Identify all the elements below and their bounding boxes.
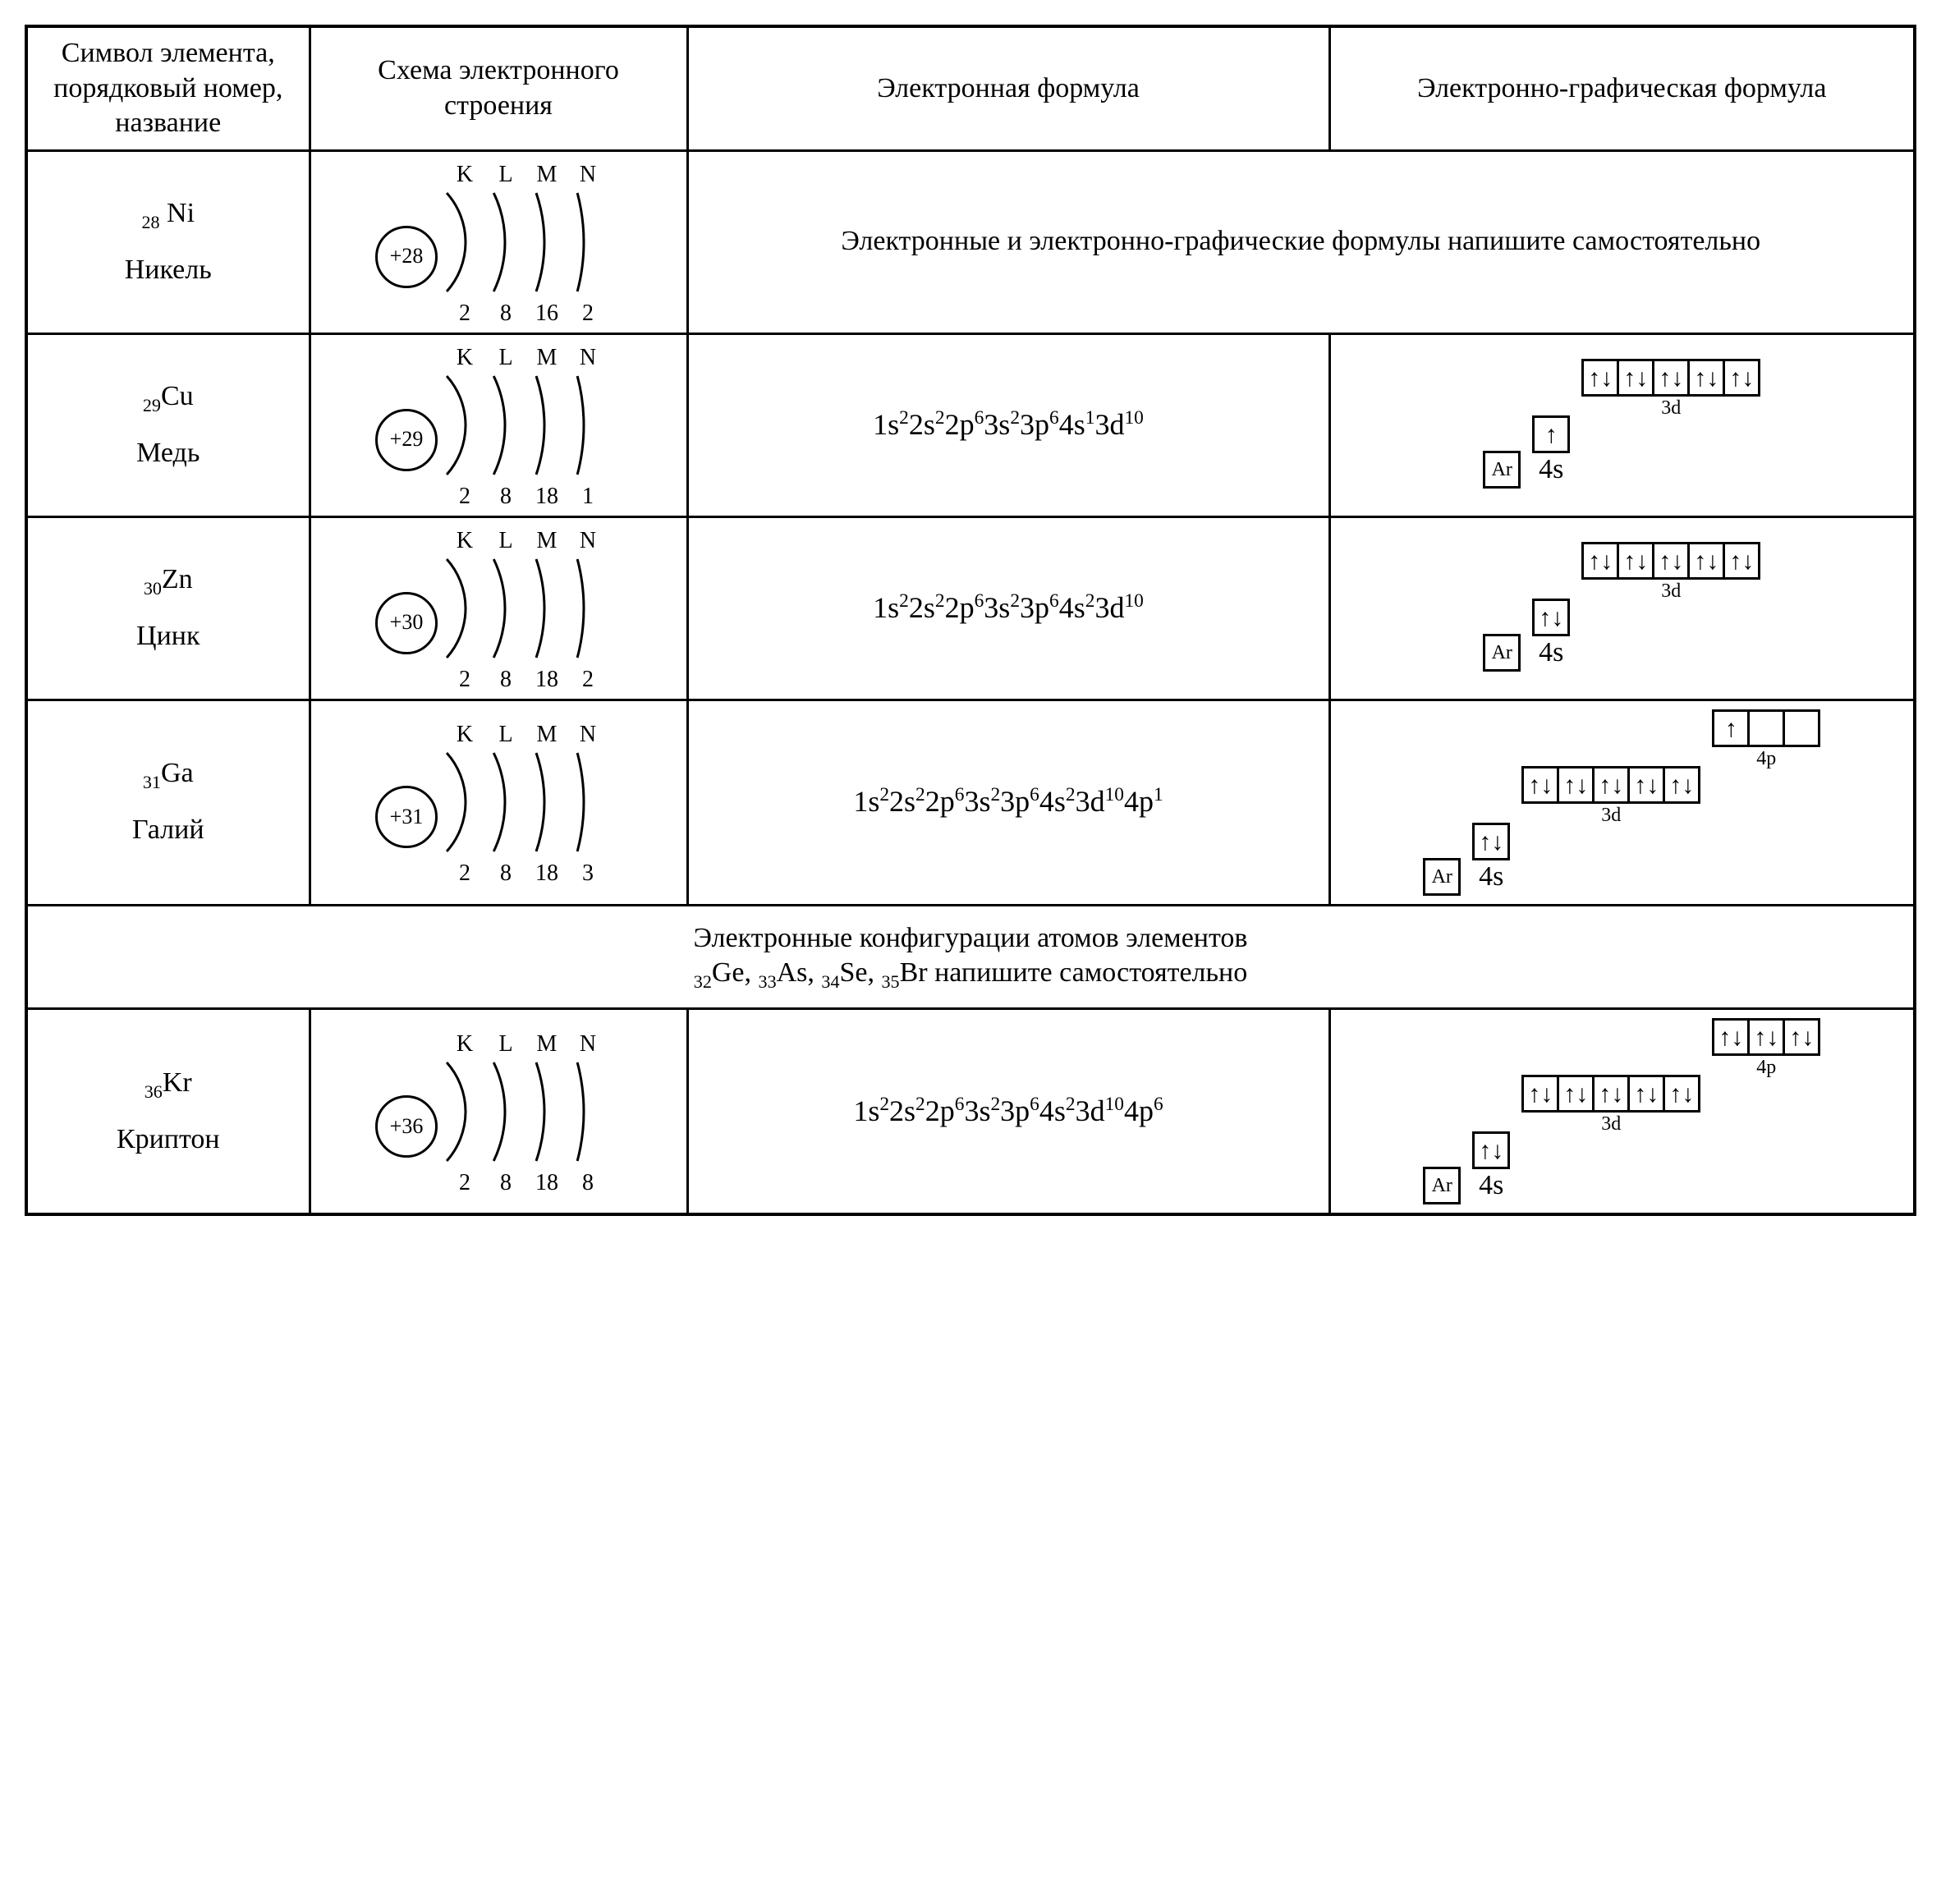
cell-formula-cu: 1s22s22p63s23p64s13d10: [687, 333, 1329, 516]
shell-diagram-zn: +30KLMN28182: [375, 526, 622, 690]
orbital-diagram-cu: ↑↓↑↓↑↓↑↓↑↓3d↑Ar4s: [1483, 361, 1760, 489]
cell-orbital-kr: ↑↓↑↓↑↓4p↑↓↑↓↑↓↑↓↑↓3d↑↓Ar4s: [1329, 1009, 1915, 1215]
note-mid-line2: 32Ge, 33As, 34Se, 35Br напишите самостоя…: [38, 956, 1903, 993]
cell-elem-zn: 30Zn Цинк: [26, 516, 310, 700]
periodic-electron-table: Символ элемента, порядковый номер, назва…: [25, 25, 1916, 1216]
col-header-orbital-diagram: Электронно-графическая формула: [1329, 26, 1915, 150]
electron-formula-zn: 1s22s22p63s23p64s23d10: [873, 591, 1144, 624]
cell-shell-ni: +28KLMN28162: [310, 150, 687, 333]
table-header-row: Символ элемента, порядковый номер, назва…: [26, 26, 1915, 150]
cell-formula-zn: 1s22s22p63s23p64s23d10: [687, 516, 1329, 700]
row-cu: 29Cu Медь +29KLMN28181 1s22s22p63s23p64s…: [26, 333, 1915, 516]
cell-shell-kr: +36KLMN28188: [310, 1009, 687, 1215]
row-zn: 30Zn Цинк +30KLMN28182 1s22s22p63s23p64s…: [26, 516, 1915, 700]
electron-formula-ga: 1s22s22p63s23p64s23d104p1: [853, 785, 1163, 818]
cell-formula-kr: 1s22s22p63s23p64s23d104p6: [687, 1009, 1329, 1215]
cell-formula-ga: 1s22s22p63s23p64s23d104p1: [687, 700, 1329, 905]
shell-diagram-cu: +29KLMN28181: [375, 343, 622, 507]
orbital-diagram-zn: ↑↓↑↓↑↓↑↓↑↓3d↑↓Ar4s: [1483, 544, 1760, 672]
shell-diagram-kr: +36KLMN28188: [375, 1030, 622, 1194]
mid-elems: 32Ge, 33As, 34Se, 35Br: [694, 957, 928, 988]
cell-elem-kr: 36Kr Криптон: [26, 1009, 310, 1215]
cell-shell-ga: +31KLMN28183: [310, 700, 687, 905]
cell-elem-ga: 31Ga Галий: [26, 700, 310, 905]
cell-orbital-zn: ↑↓↑↓↑↓↑↓↑↓3d↑↓Ar4s: [1329, 516, 1915, 700]
col-header-symbol: Символ элемента, порядковый номер, назва…: [26, 26, 310, 150]
cell-orbital-ga: ↑4p↑↓↑↓↑↓↑↓↑↓3d↑↓Ar4s: [1329, 700, 1915, 905]
row-note-mid: Электронные конфигурации атомов элементо…: [26, 905, 1915, 1009]
orbital-diagram-ga: ↑4p↑↓↑↓↑↓↑↓↑↓3d↑↓Ar4s: [1423, 709, 1820, 896]
shell-diagram-ni: +28KLMN28162: [375, 160, 622, 324]
note-mid-line1: Электронные конфигурации атомов элементо…: [38, 921, 1903, 957]
electron-formula-cu: 1s22s22p63s23p64s13d10: [873, 408, 1144, 441]
cell-elem-ni: 28 Ni Никель: [26, 150, 310, 333]
cell-elem-cu: 29Cu Медь: [26, 333, 310, 516]
cell-orbital-cu: ↑↓↑↓↑↓↑↓↑↓3d↑Ar4s: [1329, 333, 1915, 516]
row-ga: 31Ga Галий +31KLMN28183 1s22s22p63s23p64…: [26, 700, 1915, 905]
cell-shell-cu: +29KLMN28181: [310, 333, 687, 516]
cell-note-ni: Электронные и электронно-графические фор…: [687, 150, 1915, 333]
cell-note-mid: Электронные конфигурации атомов элементо…: [26, 905, 1915, 1009]
cell-shell-zn: +30KLMN28182: [310, 516, 687, 700]
orbital-diagram-kr: ↑↓↑↓↑↓4p↑↓↑↓↑↓↑↓↑↓3d↑↓Ar4s: [1423, 1018, 1820, 1204]
row-kr: 36Kr Криптон +36KLMN28188 1s22s22p63s23p…: [26, 1009, 1915, 1215]
col-header-shell-scheme: Схема электронного строения: [310, 26, 687, 150]
row-ni: 28 Ni Никель +28KLMN28162 Электронные и …: [26, 150, 1915, 333]
electron-formula-kr: 1s22s22p63s23p64s23d104p6: [853, 1094, 1163, 1127]
shell-diagram-ga: +31KLMN28183: [375, 720, 622, 884]
col-header-electron-formula: Электронная формула: [687, 26, 1329, 150]
